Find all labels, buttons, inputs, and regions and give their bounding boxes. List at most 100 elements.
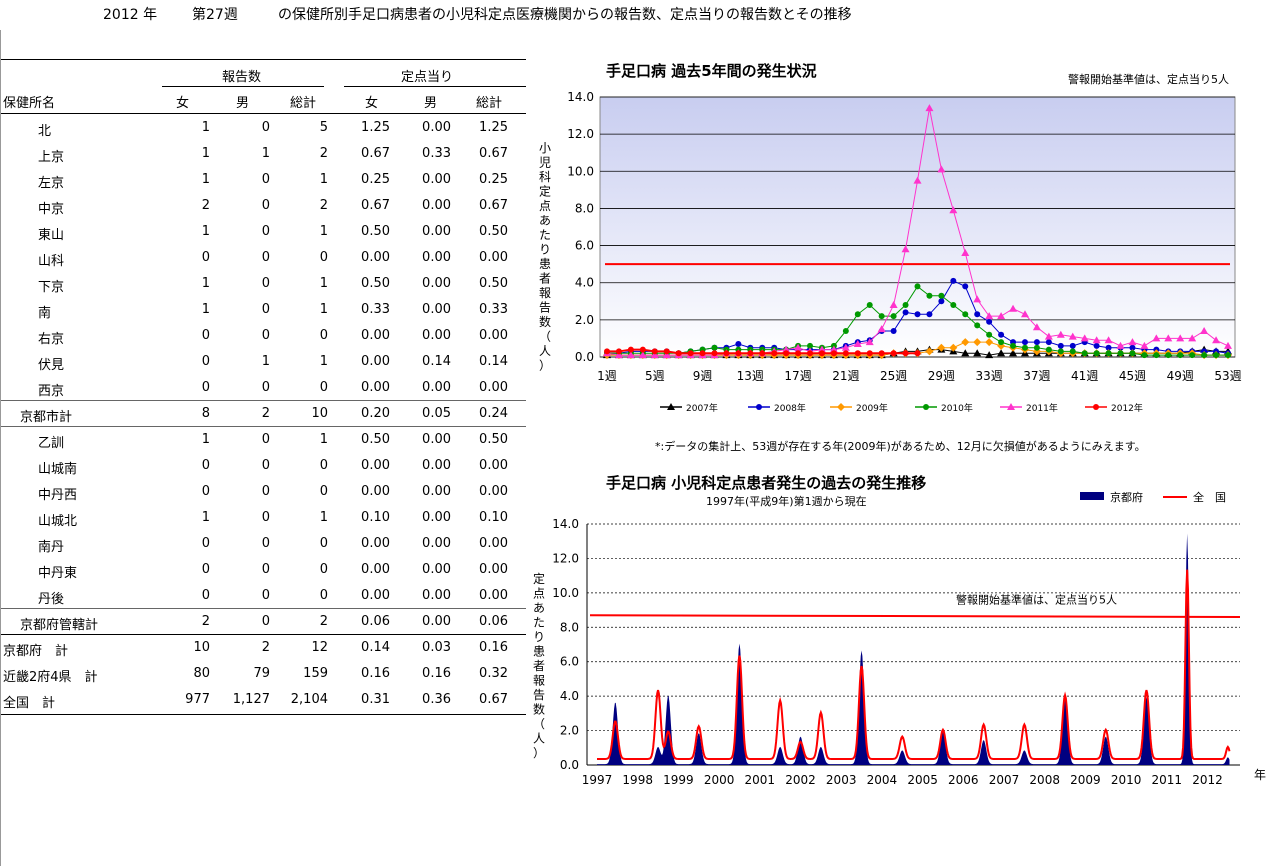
- chart1-point: [961, 338, 970, 347]
- chart1-point: [842, 328, 849, 334]
- chart2-ytick-label: 12.0: [552, 551, 579, 565]
- column-header-6: 総計: [476, 96, 503, 111]
- chart1-point: [877, 325, 886, 333]
- chart1-ylabel-char: 報: [539, 286, 551, 300]
- row-cell-6: 0.25: [479, 172, 508, 187]
- chart1-ylabel-char: 数: [539, 314, 551, 329]
- row-cell-5: 0.00: [422, 380, 451, 395]
- row-name: 西京: [38, 384, 65, 399]
- row-cell-2: 0: [261, 172, 270, 187]
- chart1-point: [604, 348, 610, 355]
- chart1-point: [1080, 334, 1089, 342]
- chart1-point: [902, 309, 909, 316]
- row-cell-5: 0.14: [422, 354, 451, 369]
- row-cell-4: 0.31: [361, 692, 390, 707]
- chart1-ylabel-char: 児: [539, 156, 551, 170]
- chart1-point: [1092, 336, 1101, 344]
- row-cell-2: 0: [261, 250, 270, 265]
- chart1-point: [650, 351, 659, 359]
- chart2-xtick-label: 2009: [1070, 773, 1101, 787]
- chart2-ylabel-char: 定: [533, 571, 545, 586]
- chart1-point: [1140, 341, 1149, 349]
- chart1-point: [771, 350, 778, 357]
- row-cell-5: 0.00: [422, 172, 451, 187]
- row-cell-3: 0: [319, 536, 328, 551]
- chart1-point: [1153, 352, 1160, 359]
- row-cell-6: 0.00: [479, 588, 508, 603]
- row-cell-4: 0.00: [361, 536, 390, 551]
- row-cell-1: 8: [201, 406, 210, 421]
- row-cell-3: 0: [319, 562, 328, 577]
- chart2-ylabel-char: あ: [533, 601, 545, 615]
- row-cell-2: 0: [261, 458, 270, 473]
- chart1-point: [837, 403, 845, 411]
- row-cell-6: 0.06: [479, 614, 508, 629]
- chart1-point: [1165, 352, 1172, 359]
- chart1-point: [985, 312, 994, 320]
- chart1-point: [913, 176, 922, 184]
- chart1-legend-label: 2009年: [856, 402, 888, 414]
- chart1-point: [1093, 404, 1099, 410]
- row-name: 全国 計: [3, 696, 56, 711]
- column-header-1: 女: [176, 96, 190, 111]
- chart2-xtick-label: 1999: [663, 773, 694, 787]
- table-row: 中京 2 0 2 0.67 0.00 0.67: [0, 192, 526, 218]
- chart1-legend-label: 2012年: [1111, 402, 1143, 414]
- chart2-ylabel-char: 告: [533, 688, 545, 702]
- chart1-point: [783, 350, 790, 357]
- chart1-ylabel-char: 人: [539, 344, 551, 358]
- row-cell-4: 0.00: [361, 458, 390, 473]
- row-cell-1: 1: [201, 120, 210, 135]
- chart2-ylabel-char: 人: [533, 732, 545, 746]
- chart1-point: [794, 343, 803, 351]
- chart1-point: [914, 311, 921, 318]
- chart1-point: [986, 318, 993, 325]
- table-row: 左京 1 0 1 0.25 0.00 0.25: [0, 166, 526, 192]
- table-row: 京都市計 8 2 10 0.20 0.05 0.24: [0, 400, 526, 426]
- table-row: 全国 計 977 1,127 2,104 0.31 0.36 0.67: [0, 686, 526, 712]
- chart1-xtick-label: 21週: [832, 369, 859, 383]
- row-cell-1: 0: [201, 588, 210, 603]
- row-name: 下京: [38, 280, 65, 295]
- chart2-legend-label: 全 国: [1193, 490, 1226, 504]
- row-cell-1: 0: [201, 380, 210, 395]
- chart1-point: [949, 343, 958, 352]
- chart1-point: [938, 292, 945, 299]
- row-cell-5: 0.36: [422, 692, 451, 707]
- chart1-point: [1007, 403, 1015, 410]
- row-cell-2: 0: [261, 562, 270, 577]
- report-year: 2012 年: [103, 7, 158, 23]
- chart1-point: [974, 311, 981, 318]
- table-row: 中丹西 0 0 0 0.00 0.00 0.00: [0, 478, 526, 504]
- chart2-ytick-label: 10.0: [552, 586, 579, 600]
- row-cell-5: 0.00: [422, 536, 451, 551]
- row-cell-5: 0.00: [422, 484, 451, 499]
- row-cell-1: 1: [201, 432, 210, 447]
- row-cell-5: 0.00: [422, 614, 451, 629]
- chart2-ylabel-char: ）: [533, 746, 545, 760]
- chart1-xtick-label: 9週: [693, 369, 713, 383]
- chart1-point: [1068, 332, 1077, 340]
- chart1-point: [926, 292, 933, 299]
- chart1-point: [985, 338, 994, 347]
- chart1-point: [1021, 344, 1028, 351]
- chart1-point: [759, 350, 766, 357]
- chart2-xtick-label: 2005: [907, 773, 938, 787]
- chart1-point: [890, 328, 897, 334]
- table-row: 上京 1 1 2 0.67 0.33 0.67: [0, 140, 526, 166]
- chart2-threshold-label: 警報開始基準値は、定点当り5人: [956, 593, 1117, 607]
- row-cell-6: 0.00: [479, 250, 508, 265]
- table-column-header: 保健所名 女 男 総計 女 男 総計: [0, 86, 526, 112]
- chart1-point: [1093, 350, 1100, 357]
- chart1-point: [1045, 339, 1052, 346]
- chart1-xtick-label: 29週: [928, 369, 955, 383]
- chart1-point: [962, 283, 969, 290]
- chart1-point: [865, 338, 874, 346]
- chart1-point: [747, 350, 754, 357]
- table-row: 山城北 1 0 1 0.10 0.00 0.10: [0, 504, 526, 530]
- chart2-national-line: [597, 569, 1231, 760]
- chart1-ytick-label: 2.0: [575, 313, 594, 327]
- row-cell-4: 0.33: [361, 302, 390, 317]
- chart1-point: [973, 338, 982, 347]
- chart1-point: [663, 348, 670, 355]
